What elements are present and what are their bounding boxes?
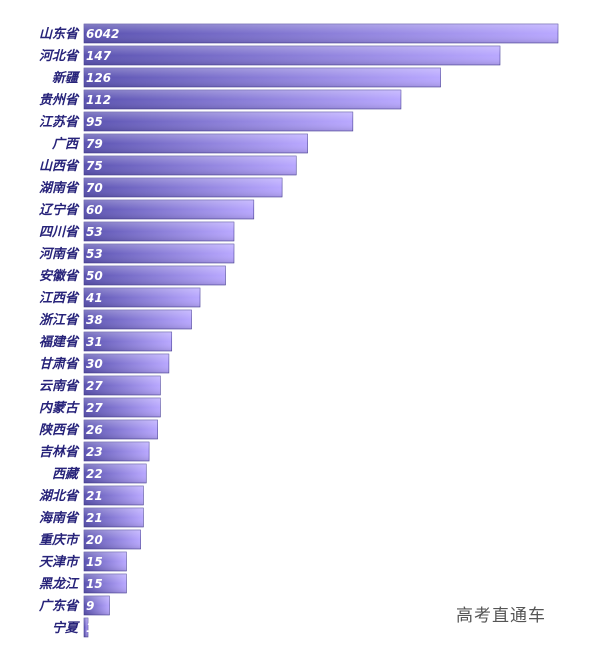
value-label: 31 (86, 335, 103, 349)
category-label: 福建省 (39, 334, 80, 350)
category-label: 山东省 (39, 26, 80, 42)
bar-shine (84, 464, 147, 483)
value-label: 30 (86, 357, 103, 371)
value-label: 126 (86, 71, 111, 85)
category-label: 陕西省 (39, 422, 80, 438)
category-label: 辽宁省 (39, 202, 80, 218)
value-label: 23 (86, 445, 103, 459)
bar-shine (84, 24, 558, 43)
bar-shine (84, 178, 283, 197)
value-label: 112 (86, 93, 111, 107)
bar-shine (84, 156, 297, 175)
category-label: 湖北省 (39, 488, 80, 504)
category-label: 甘肃省 (39, 356, 80, 372)
bar-shine (84, 90, 401, 109)
category-label: 江西省 (39, 290, 80, 306)
bar-shine (84, 354, 169, 373)
bar-shine (84, 552, 127, 571)
value-label: 95 (86, 115, 103, 129)
value-label: 20 (86, 533, 103, 547)
category-label: 吉林省 (39, 444, 80, 460)
bar-shine (84, 332, 172, 351)
value-label: 15 (86, 555, 103, 569)
watermark-text: 高考直通车 (456, 606, 546, 626)
bar-shine (84, 288, 201, 307)
bar-shine (84, 222, 234, 241)
value-label: 53 (86, 247, 103, 261)
category-label: 天津市 (39, 554, 80, 570)
value-label: 9 (86, 599, 94, 613)
bar-shine (84, 134, 308, 153)
bar-shine (84, 376, 161, 395)
category-label: 内蒙古 (39, 400, 80, 416)
bar-shine (84, 486, 144, 505)
value-label: 26 (86, 423, 103, 437)
category-label: 新疆 (52, 70, 81, 86)
value-label: 6042 (86, 27, 119, 41)
category-label: 山西省 (39, 158, 80, 174)
bar-shine (84, 596, 110, 615)
category-label: 广西 (51, 136, 81, 152)
category-label: 广东省 (38, 598, 80, 614)
category-label: 河南省 (39, 246, 80, 262)
category-label: 安徽省 (39, 268, 80, 284)
bar-shine (84, 398, 161, 417)
category-label: 湖南省 (39, 180, 80, 196)
value-label: 75 (86, 159, 103, 173)
value-label: 22 (86, 467, 103, 481)
value-label: 15 (86, 577, 103, 591)
value-label: 1 (86, 621, 94, 635)
category-label: 黑龙江 (39, 576, 80, 592)
bar-shine (84, 442, 150, 461)
bar-shine (84, 46, 500, 65)
value-label: 21 (86, 511, 103, 525)
bar-shine (84, 618, 88, 637)
category-label: 海南省 (39, 510, 80, 526)
category-label: 重庆市 (39, 532, 80, 548)
value-label: 21 (86, 489, 103, 503)
bar-shine (84, 112, 353, 131)
bar-shine (84, 508, 144, 527)
bar-shine (84, 530, 141, 549)
value-label: 60 (86, 203, 103, 217)
value-label: 53 (86, 225, 103, 239)
category-label: 云南省 (39, 378, 80, 394)
category-label: 江苏省 (39, 114, 80, 130)
value-label: 27 (86, 379, 103, 393)
bar-shine (84, 574, 127, 593)
category-label: 浙江省 (39, 312, 80, 328)
bar-shine (84, 420, 158, 439)
value-label: 70 (86, 181, 103, 195)
value-label: 147 (86, 49, 112, 63)
category-label: 贵州省 (39, 92, 80, 108)
value-label: 38 (86, 313, 103, 327)
category-label: 宁夏 (52, 620, 80, 636)
bar-shine (84, 310, 192, 329)
category-label: 四川省 (39, 224, 80, 240)
bar-shine (84, 244, 234, 263)
value-label: 79 (86, 137, 103, 151)
bar-shine (84, 68, 441, 87)
value-label: 41 (85, 291, 103, 305)
category-label: 西藏 (52, 466, 81, 482)
value-label: 27 (86, 401, 103, 415)
value-label: 50 (86, 269, 103, 283)
bar-shine (84, 200, 254, 219)
category-label: 河北省 (39, 48, 80, 64)
bar-shine (84, 266, 226, 285)
